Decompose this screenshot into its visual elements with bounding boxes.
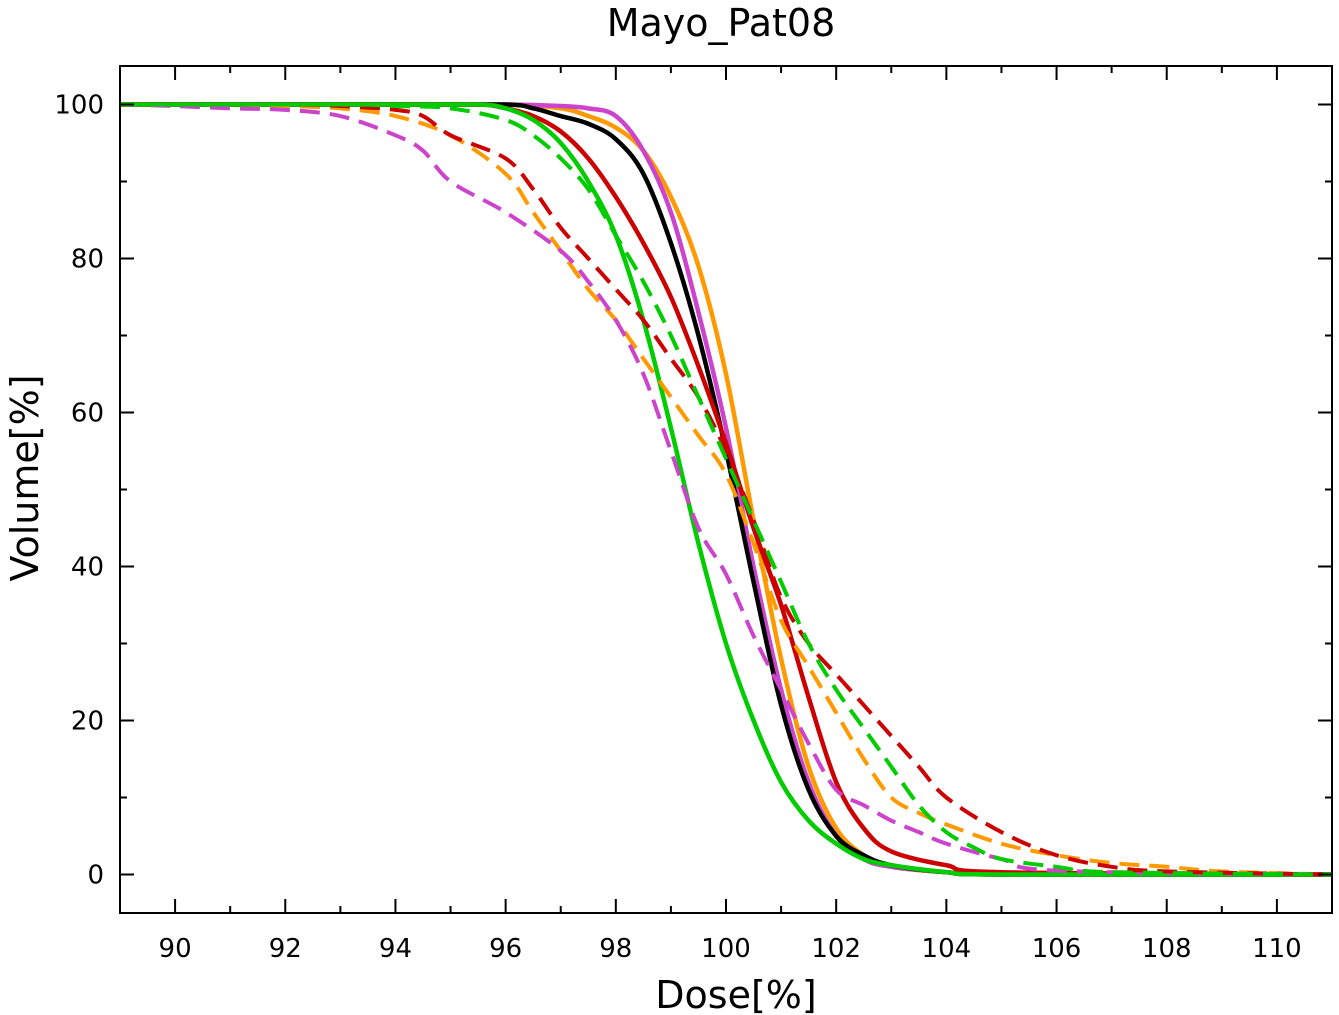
y-tick-label: 80 xyxy=(71,245,104,275)
x-tick-label: 90 xyxy=(159,934,192,964)
series-line-6 xyxy=(120,102,1332,877)
series-line-8 xyxy=(120,102,1332,877)
series-line-9 xyxy=(120,102,1332,877)
x-tick-label: 104 xyxy=(922,934,972,964)
series-line-3 xyxy=(120,102,1332,877)
series-line-1 xyxy=(120,102,1332,877)
y-tick-label: 100 xyxy=(54,91,104,121)
series-line-2 xyxy=(120,102,1332,877)
y-tick-label: 60 xyxy=(71,399,104,429)
series-layer xyxy=(120,102,1332,877)
x-tick-label: 110 xyxy=(1252,934,1302,964)
ticks-layer: 90 92 94 96 98 100 102 104 106 108 110 0 20 40 60 80 100 xyxy=(54,66,1333,964)
y-tick-label: 40 xyxy=(71,553,104,583)
y-axis-label: Volume[%] xyxy=(3,374,47,581)
x-tick-label: 102 xyxy=(811,934,861,964)
x-tick-label: 106 xyxy=(1032,934,1082,964)
y-tick-label: 20 xyxy=(71,707,104,737)
series-line-5 xyxy=(120,102,1332,877)
x-tick-label: 98 xyxy=(599,934,632,964)
chart-title: Mayo_Pat08 xyxy=(607,1,836,45)
y-tick-label: 0 xyxy=(87,861,104,891)
x-tick-label: 108 xyxy=(1142,934,1192,964)
x-axis-label: Dose[%] xyxy=(655,973,816,1015)
x-tick-label: 92 xyxy=(269,934,302,964)
plot-frame xyxy=(119,65,1333,914)
series-line-4 xyxy=(120,102,1332,877)
series-line-7 xyxy=(120,102,1332,877)
x-tick-label: 100 xyxy=(701,934,751,964)
x-tick-label: 96 xyxy=(489,934,522,964)
x-tick-label: 94 xyxy=(379,934,412,964)
